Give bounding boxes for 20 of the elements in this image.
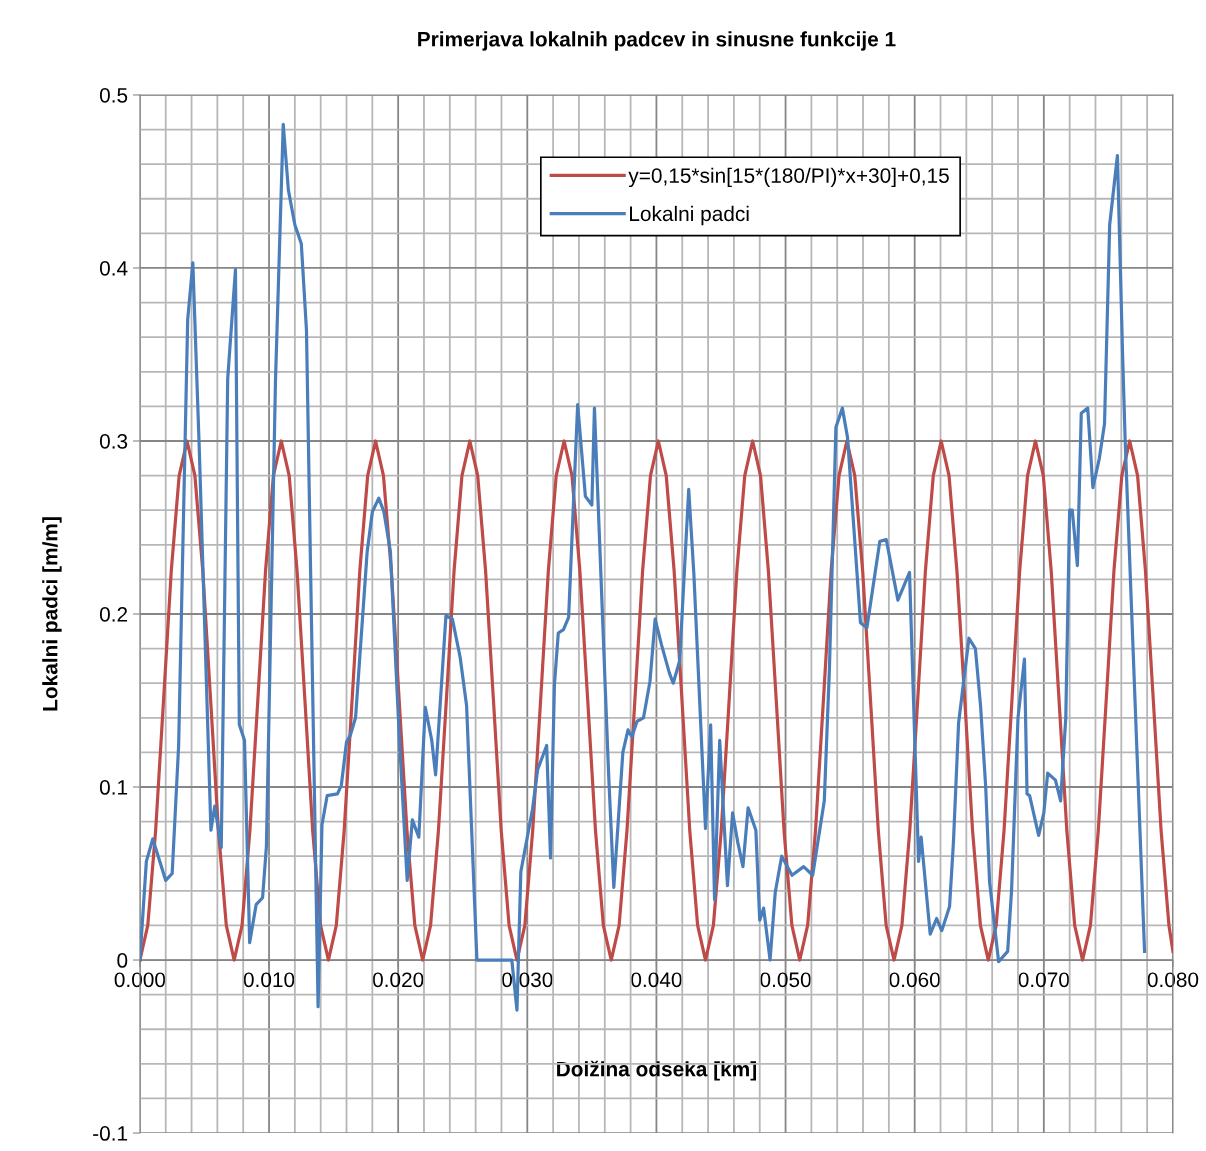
x-tick-label: 0.060 (889, 972, 940, 988)
chart-title: Primerjava lokalnih padcev in sinusne funkcije 1 (418, 31, 896, 51)
y-tick-label: 0.2 (99, 607, 128, 622)
x-tick-label: 0.000 (114, 972, 166, 988)
legend-label: y=0,15*sin[15*(180/PI)*x+30]+0,15 (628, 167, 949, 188)
y-tick-label: -0.1 (93, 1126, 128, 1141)
x-axis-title: Dolžina odseka [km] (557, 1060, 756, 1081)
y-axis-title: Lokalni padci [m/m] (42, 517, 62, 711)
legend-label: Lokalni padci (630, 205, 749, 226)
x-tick-label: 0.020 (372, 972, 424, 988)
x-tick-label: 0.080 (1147, 972, 1199, 988)
y-tick-label: 0.3 (99, 433, 128, 449)
y-tick-label: 0 (117, 953, 128, 968)
x-tick-label: 0.010 (243, 972, 295, 988)
x-tick-label: 0.070 (1018, 972, 1070, 988)
y-tick-label: 0.4 (99, 260, 128, 276)
y-tick-label: 0.5 (99, 87, 128, 103)
x-tick-label: 0.050 (760, 972, 811, 988)
y-tick-label: 0.1 (99, 780, 128, 795)
x-tick-label: 0.040 (631, 972, 682, 988)
